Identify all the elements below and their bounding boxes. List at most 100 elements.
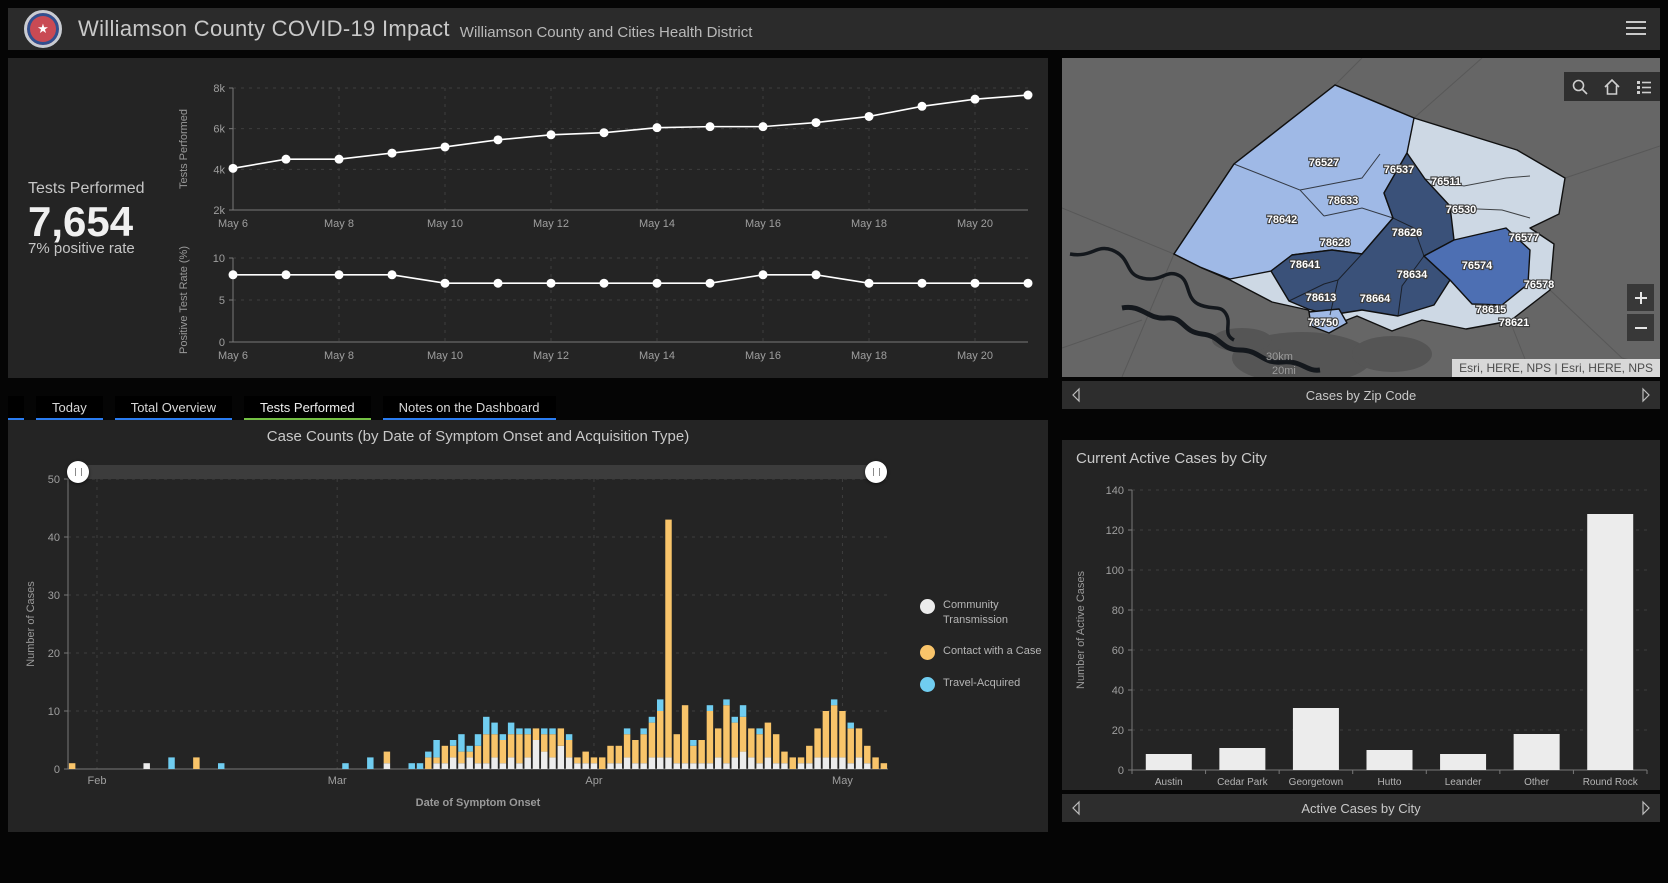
tab-total-overview[interactable]: Total Overview	[114, 396, 232, 421]
svg-text:20: 20	[48, 648, 60, 660]
zip-label: 78634	[1397, 269, 1428, 281]
chevron-left-icon[interactable]	[1071, 800, 1081, 816]
app-header: ★ Williamson County COVID-19 Impact Will…	[8, 8, 1660, 50]
legend-item-contact: Contact with a Case	[920, 644, 1044, 660]
tab-notes[interactable]: Notes on the Dashboard	[382, 396, 556, 421]
zip-label: 78615	[1476, 304, 1507, 316]
active-cases-title: Current Active Cases by City	[1076, 450, 1267, 467]
tab-stub[interactable]	[8, 396, 24, 421]
svg-text:Apr: Apr	[585, 775, 602, 787]
river	[1069, 246, 1321, 373]
tab-bar: Today Total Overview Tests Performed Not…	[8, 396, 556, 421]
svg-text:May: May	[832, 775, 853, 787]
county-regions[interactable]	[1173, 84, 1566, 334]
svg-text:Positive Test Rate (%): Positive Test Rate (%)	[178, 246, 190, 354]
svg-text:May 18: May 18	[851, 350, 887, 362]
svg-text:140: 140	[1106, 485, 1124, 497]
menu-icon[interactable]	[1626, 21, 1646, 37]
zip-label: 78633	[1328, 195, 1359, 207]
zip-region-76574[interactable]	[1423, 227, 1531, 306]
slider-handle-left[interactable]	[67, 461, 89, 483]
tests-panel: Tests Performed 7,654 7% positive rate M…	[8, 58, 1048, 378]
stat-positive-rate: 7% positive rate	[28, 240, 135, 257]
zip-code-map[interactable]: 76527 76537 76511 78633 76530 78642 7862…	[1062, 58, 1660, 377]
county-seal-logo: ★	[24, 10, 62, 48]
case-counts-title: Case Counts (by Date of Symptom Onset an…	[266, 428, 690, 445]
zoom-in-button[interactable]	[1627, 284, 1654, 311]
legend-item-travel: Travel-Acquired	[920, 676, 1044, 692]
svg-text:0: 0	[1118, 765, 1124, 777]
svg-text:60: 60	[1112, 645, 1124, 657]
map-attribution: Esri, HERE, NPS | Esri, HERE, NPS	[1452, 359, 1660, 377]
svg-text:May 20: May 20	[957, 218, 993, 230]
tab-today[interactable]: Today	[36, 396, 103, 421]
svg-text:120: 120	[1106, 525, 1124, 537]
svg-text:0: 0	[219, 337, 225, 349]
svg-text:20: 20	[1112, 725, 1124, 737]
zoom-out-button[interactable]	[1627, 314, 1654, 341]
legend-list-icon[interactable]	[1635, 78, 1653, 96]
stat-label: Tests Performed	[28, 180, 145, 197]
zip-label: 78642	[1267, 214, 1298, 226]
svg-text:May 10: May 10	[427, 350, 463, 362]
chevron-right-icon[interactable]	[1641, 800, 1651, 816]
svg-text:Georgetown: Georgetown	[1289, 777, 1343, 788]
svg-text:May 14: May 14	[639, 218, 675, 230]
slider-handle-right[interactable]	[865, 461, 887, 483]
legend-item-community: Community Transmission	[920, 598, 1044, 628]
svg-text:4k: 4k	[213, 164, 225, 176]
tests-performed-line-chart: May 6 May 8 May 10 May 12 May 14 May 16 May 18…	[178, 83, 1033, 230]
svg-text:May 16: May 16	[745, 218, 781, 230]
svg-text:40: 40	[48, 532, 60, 544]
svg-text:Cedar Park: Cedar Park	[1217, 777, 1269, 788]
chevron-right-icon[interactable]	[1641, 387, 1651, 403]
svg-text:8k: 8k	[213, 83, 225, 95]
stat-value: 7,654	[28, 198, 134, 245]
home-icon[interactable]	[1603, 78, 1621, 96]
travel-dot-icon	[920, 676, 935, 692]
city-footer-label: Active Cases by City	[1301, 800, 1421, 816]
plus-icon	[1634, 291, 1647, 304]
svg-text:Feb: Feb	[88, 775, 107, 787]
svg-text:May 14: May 14	[639, 350, 675, 362]
cases-map[interactable]: 76527 76537 76511 78633 76530 78642 7862…	[1062, 58, 1660, 377]
zip-label: 78621	[1499, 317, 1530, 329]
zip-label: 78641	[1290, 259, 1321, 271]
svg-text:40: 40	[1112, 685, 1124, 697]
svg-text:5: 5	[219, 295, 225, 307]
zip-label: 78628	[1320, 237, 1351, 249]
page-title: Williamson County COVID-19 Impact	[78, 16, 450, 41]
svg-text:6k: 6k	[213, 124, 225, 136]
svg-text:100: 100	[1106, 565, 1124, 577]
svg-text:80: 80	[1112, 605, 1124, 617]
zip-region-78750[interactable]	[1308, 308, 1348, 334]
zip-inner-borders	[1233, 153, 1531, 317]
svg-text:May 16: May 16	[745, 350, 781, 362]
svg-text:0: 0	[54, 764, 60, 776]
zip-label: 76577	[1509, 232, 1540, 244]
svg-text:Austin: Austin	[1155, 777, 1183, 788]
svg-text:50: 50	[48, 474, 60, 486]
zip-label: 78664	[1360, 293, 1391, 305]
search-icon[interactable]	[1571, 78, 1589, 96]
city-footer-strip: Active Cases by City	[1062, 794, 1660, 822]
active-cases-bar-chart: 0 20 40 60 80 100 120 140 Austin Cedar Park George…	[1075, 485, 1648, 788]
tab-tests-performed[interactable]: Tests Performed	[243, 396, 371, 421]
svg-text:10: 10	[213, 253, 225, 265]
zip-label: 76511	[1431, 176, 1461, 188]
svg-text:May 8: May 8	[324, 350, 354, 362]
page-subtitle: Williamson County and Cities Health Dist…	[459, 23, 753, 41]
svg-text:30: 30	[48, 590, 60, 602]
zip-label: 76527	[1309, 157, 1340, 169]
svg-text:May 8: May 8	[324, 218, 354, 230]
svg-text:Tests Performed: Tests Performed	[178, 109, 190, 189]
svg-text:Number of Active Cases: Number of Active Cases	[1075, 571, 1087, 689]
zip-label: 76537	[1384, 164, 1415, 176]
chevron-left-icon[interactable]	[1071, 387, 1081, 403]
zip-label: 76578	[1524, 279, 1555, 291]
svg-text:Hutto: Hutto	[1378, 777, 1402, 788]
minus-icon	[1634, 326, 1647, 329]
date-range-slider[interactable]	[67, 461, 887, 483]
svg-text:May 10: May 10	[427, 218, 463, 230]
